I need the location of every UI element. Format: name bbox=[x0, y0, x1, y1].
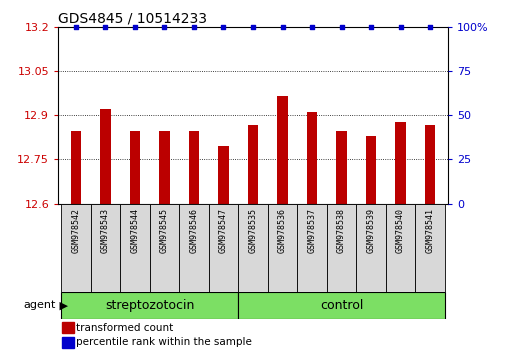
Text: percentile rank within the sample: percentile rank within the sample bbox=[76, 337, 251, 348]
Bar bbox=[61, 204, 90, 292]
Point bbox=[366, 24, 374, 29]
Bar bbox=[100, 109, 111, 204]
Text: GSM978542: GSM978542 bbox=[71, 208, 80, 253]
Bar bbox=[62, 337, 74, 348]
Bar bbox=[188, 131, 199, 204]
Point bbox=[72, 24, 80, 29]
Text: GSM978537: GSM978537 bbox=[307, 208, 316, 253]
Point bbox=[189, 24, 197, 29]
Text: GSM978536: GSM978536 bbox=[277, 208, 286, 253]
Bar bbox=[149, 204, 179, 292]
Bar bbox=[71, 131, 81, 204]
Bar bbox=[356, 204, 385, 292]
Bar bbox=[129, 131, 140, 204]
Bar bbox=[61, 292, 238, 319]
Bar bbox=[62, 322, 74, 333]
Point bbox=[248, 24, 257, 29]
Bar bbox=[385, 204, 415, 292]
Text: transformed count: transformed count bbox=[76, 322, 173, 332]
Bar bbox=[218, 146, 228, 204]
Text: control: control bbox=[319, 299, 363, 312]
Bar bbox=[365, 136, 376, 204]
Bar bbox=[179, 204, 208, 292]
Bar bbox=[159, 131, 169, 204]
Text: GDS4845 / 10514233: GDS4845 / 10514233 bbox=[58, 11, 207, 25]
Text: GSM978535: GSM978535 bbox=[248, 208, 257, 253]
Text: GSM978545: GSM978545 bbox=[160, 208, 169, 253]
Bar bbox=[415, 204, 444, 292]
Bar bbox=[267, 204, 296, 292]
Text: ▶: ▶ bbox=[56, 300, 68, 310]
Point bbox=[396, 24, 404, 29]
Bar bbox=[424, 125, 434, 204]
Bar bbox=[247, 125, 258, 204]
Point bbox=[337, 24, 345, 29]
Text: GSM978544: GSM978544 bbox=[130, 208, 139, 253]
Text: streptozotocin: streptozotocin bbox=[105, 299, 194, 312]
Text: GSM978541: GSM978541 bbox=[425, 208, 434, 253]
Text: agent: agent bbox=[23, 300, 56, 310]
Bar bbox=[277, 96, 287, 204]
Text: GSM978538: GSM978538 bbox=[336, 208, 345, 253]
Point bbox=[308, 24, 316, 29]
Point bbox=[131, 24, 139, 29]
Text: GSM978539: GSM978539 bbox=[366, 208, 375, 253]
Bar bbox=[90, 204, 120, 292]
Point bbox=[160, 24, 168, 29]
Point bbox=[219, 24, 227, 29]
Text: GSM978540: GSM978540 bbox=[395, 208, 405, 253]
Point bbox=[278, 24, 286, 29]
Point bbox=[101, 24, 109, 29]
Bar bbox=[208, 204, 238, 292]
Bar bbox=[394, 122, 405, 204]
Text: GSM978547: GSM978547 bbox=[219, 208, 228, 253]
Point bbox=[425, 24, 433, 29]
Text: GSM978546: GSM978546 bbox=[189, 208, 198, 253]
Bar bbox=[326, 204, 356, 292]
Bar bbox=[238, 204, 267, 292]
Bar bbox=[306, 112, 317, 204]
Text: GSM978543: GSM978543 bbox=[100, 208, 110, 253]
Bar bbox=[297, 204, 326, 292]
Bar bbox=[120, 204, 149, 292]
Bar bbox=[238, 292, 444, 319]
Bar bbox=[336, 131, 346, 204]
